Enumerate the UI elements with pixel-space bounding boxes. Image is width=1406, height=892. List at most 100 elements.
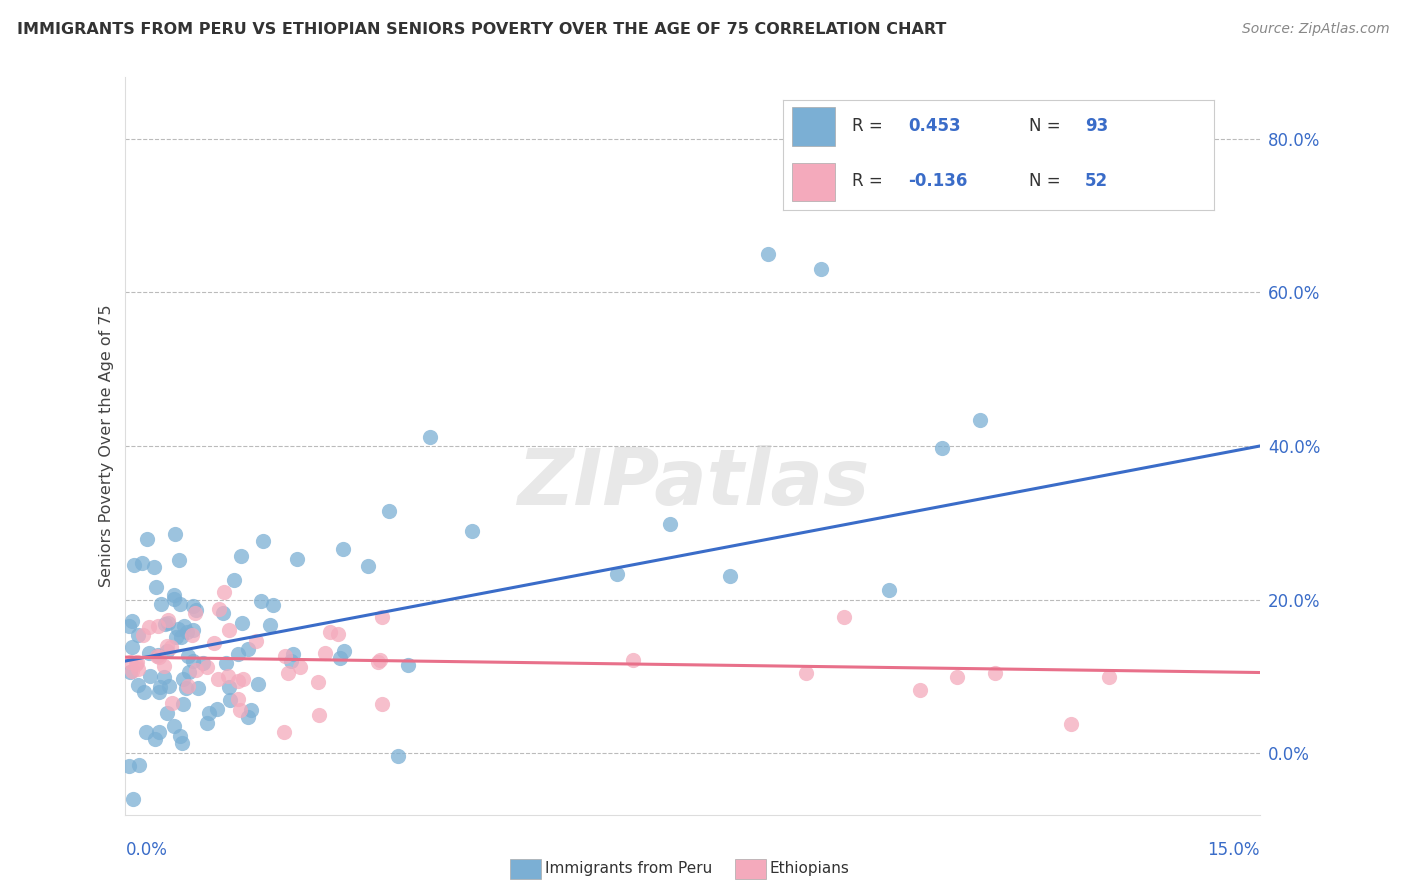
- Text: Immigrants from Peru: Immigrants from Peru: [546, 861, 713, 876]
- Point: [931, 441, 953, 455]
- Point: [121, 614, 143, 628]
- Point: [156, 639, 179, 653]
- Point: [146, 648, 169, 662]
- Point: [208, 602, 231, 616]
- Point: [120, 665, 142, 680]
- Point: [146, 649, 169, 664]
- Point: [908, 683, 931, 698]
- Point: [152, 670, 174, 684]
- Text: Ethiopians: Ethiopians: [770, 861, 849, 876]
- Point: [387, 749, 409, 764]
- Text: IMMIGRANTS FROM PERU VS ETHIOPIAN SENIORS POVERTY OVER THE AGE OF 75 CORRELATION: IMMIGRANTS FROM PERU VS ETHIOPIAN SENIOR…: [17, 22, 946, 37]
- Y-axis label: Seniors Poverty Over the Age of 75: Seniors Poverty Over the Age of 75: [100, 305, 114, 587]
- Point: [357, 559, 380, 574]
- Point: [314, 646, 336, 660]
- Point: [135, 724, 157, 739]
- Point: [184, 603, 207, 617]
- Point: [159, 640, 181, 654]
- Point: [118, 618, 141, 632]
- Point: [621, 653, 644, 667]
- Point: [378, 504, 401, 518]
- Point: [143, 732, 166, 747]
- Point: [273, 725, 295, 739]
- Point: [307, 674, 329, 689]
- Point: [153, 659, 176, 673]
- Point: [170, 736, 193, 750]
- Point: [720, 569, 742, 583]
- Point: [229, 703, 252, 717]
- Point: [332, 644, 354, 658]
- Point: [222, 573, 245, 587]
- Point: [132, 685, 155, 699]
- Point: [163, 591, 186, 606]
- Point: [195, 715, 218, 730]
- Point: [606, 566, 628, 581]
- Point: [280, 655, 302, 669]
- Point: [145, 580, 167, 594]
- Point: [202, 636, 225, 650]
- Point: [1060, 716, 1083, 731]
- Point: [226, 674, 249, 689]
- Point: [173, 619, 195, 633]
- Point: [157, 680, 180, 694]
- Point: [169, 729, 191, 743]
- Point: [169, 597, 191, 611]
- Point: [156, 706, 179, 721]
- Point: [218, 693, 240, 707]
- Point: [142, 560, 165, 574]
- Point: [288, 660, 311, 674]
- Point: [308, 708, 330, 723]
- Point: [169, 553, 191, 567]
- Point: [218, 624, 240, 638]
- Point: [148, 685, 170, 699]
- Point: [197, 706, 219, 721]
- Point: [136, 532, 159, 546]
- Point: [396, 657, 419, 672]
- Point: [946, 670, 969, 684]
- Point: [259, 618, 281, 632]
- Text: 0.0%: 0.0%: [125, 841, 167, 859]
- Point: [879, 583, 901, 598]
- Text: 15.0%: 15.0%: [1208, 841, 1260, 859]
- Point: [215, 657, 238, 671]
- Text: ZIPatlas: ZIPatlas: [516, 445, 869, 521]
- Point: [240, 702, 263, 716]
- Point: [156, 616, 179, 631]
- Point: [226, 647, 249, 661]
- Point: [205, 702, 228, 716]
- Point: [156, 644, 179, 658]
- Point: [832, 610, 855, 624]
- Point: [281, 647, 304, 661]
- Point: [187, 681, 209, 696]
- Point: [247, 676, 270, 690]
- Point: [125, 657, 148, 671]
- Point: [181, 599, 204, 613]
- Point: [176, 680, 198, 694]
- Point: [163, 588, 186, 602]
- Point: [245, 633, 267, 648]
- Point: [226, 691, 249, 706]
- Point: [207, 672, 229, 686]
- Point: [273, 648, 295, 663]
- Point: [217, 668, 239, 682]
- Point: [252, 533, 274, 548]
- Point: [131, 556, 153, 570]
- Point: [370, 609, 392, 624]
- Point: [756, 247, 779, 261]
- Point: [368, 653, 391, 667]
- Point: [236, 641, 259, 656]
- Point: [319, 625, 342, 640]
- Point: [231, 616, 253, 631]
- Point: [148, 725, 170, 739]
- Point: [176, 625, 198, 640]
- Point: [181, 628, 204, 642]
- Point: [249, 594, 271, 608]
- Point: [118, 655, 141, 669]
- Point: [218, 680, 240, 694]
- Point: [794, 666, 817, 681]
- Point: [121, 792, 143, 806]
- Point: [1097, 670, 1119, 684]
- Point: [132, 627, 155, 641]
- Point: [212, 584, 235, 599]
- Point: [195, 660, 218, 674]
